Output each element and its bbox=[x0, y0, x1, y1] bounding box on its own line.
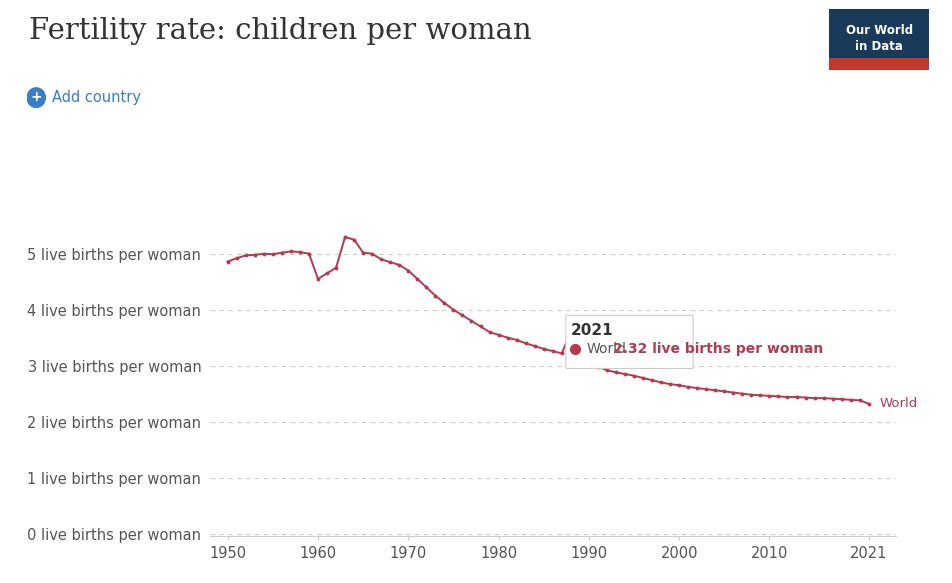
Text: Fertility rate: children per woman: Fertility rate: children per woman bbox=[29, 17, 530, 45]
Text: World: World bbox=[879, 397, 917, 410]
Text: 2021: 2021 bbox=[570, 322, 613, 338]
Circle shape bbox=[27, 88, 46, 107]
Text: Add country: Add country bbox=[52, 90, 141, 105]
Text: in Data: in Data bbox=[854, 40, 902, 53]
Text: +: + bbox=[30, 90, 42, 104]
FancyBboxPatch shape bbox=[828, 58, 928, 70]
Text: 2.32 live births per woman: 2.32 live births per woman bbox=[612, 342, 823, 356]
Text: World: World bbox=[585, 342, 625, 356]
FancyBboxPatch shape bbox=[565, 315, 692, 368]
Text: Our World: Our World bbox=[844, 24, 912, 37]
